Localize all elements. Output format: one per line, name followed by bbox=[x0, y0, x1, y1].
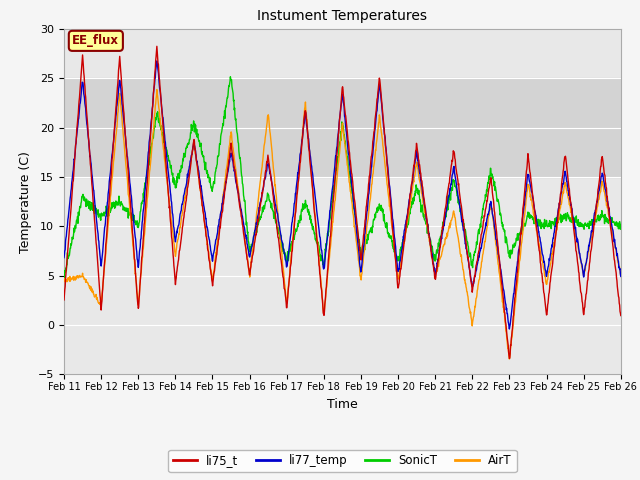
Text: EE_flux: EE_flux bbox=[72, 35, 119, 48]
X-axis label: Time: Time bbox=[327, 397, 358, 410]
Y-axis label: Temperature (C): Temperature (C) bbox=[19, 151, 33, 252]
Legend: li75_t, li77_temp, SonicT, AirT: li75_t, li77_temp, SonicT, AirT bbox=[168, 450, 516, 472]
Bar bbox=[64, 78, 621, 177]
Title: Instument Temperatures: Instument Temperatures bbox=[257, 10, 428, 24]
